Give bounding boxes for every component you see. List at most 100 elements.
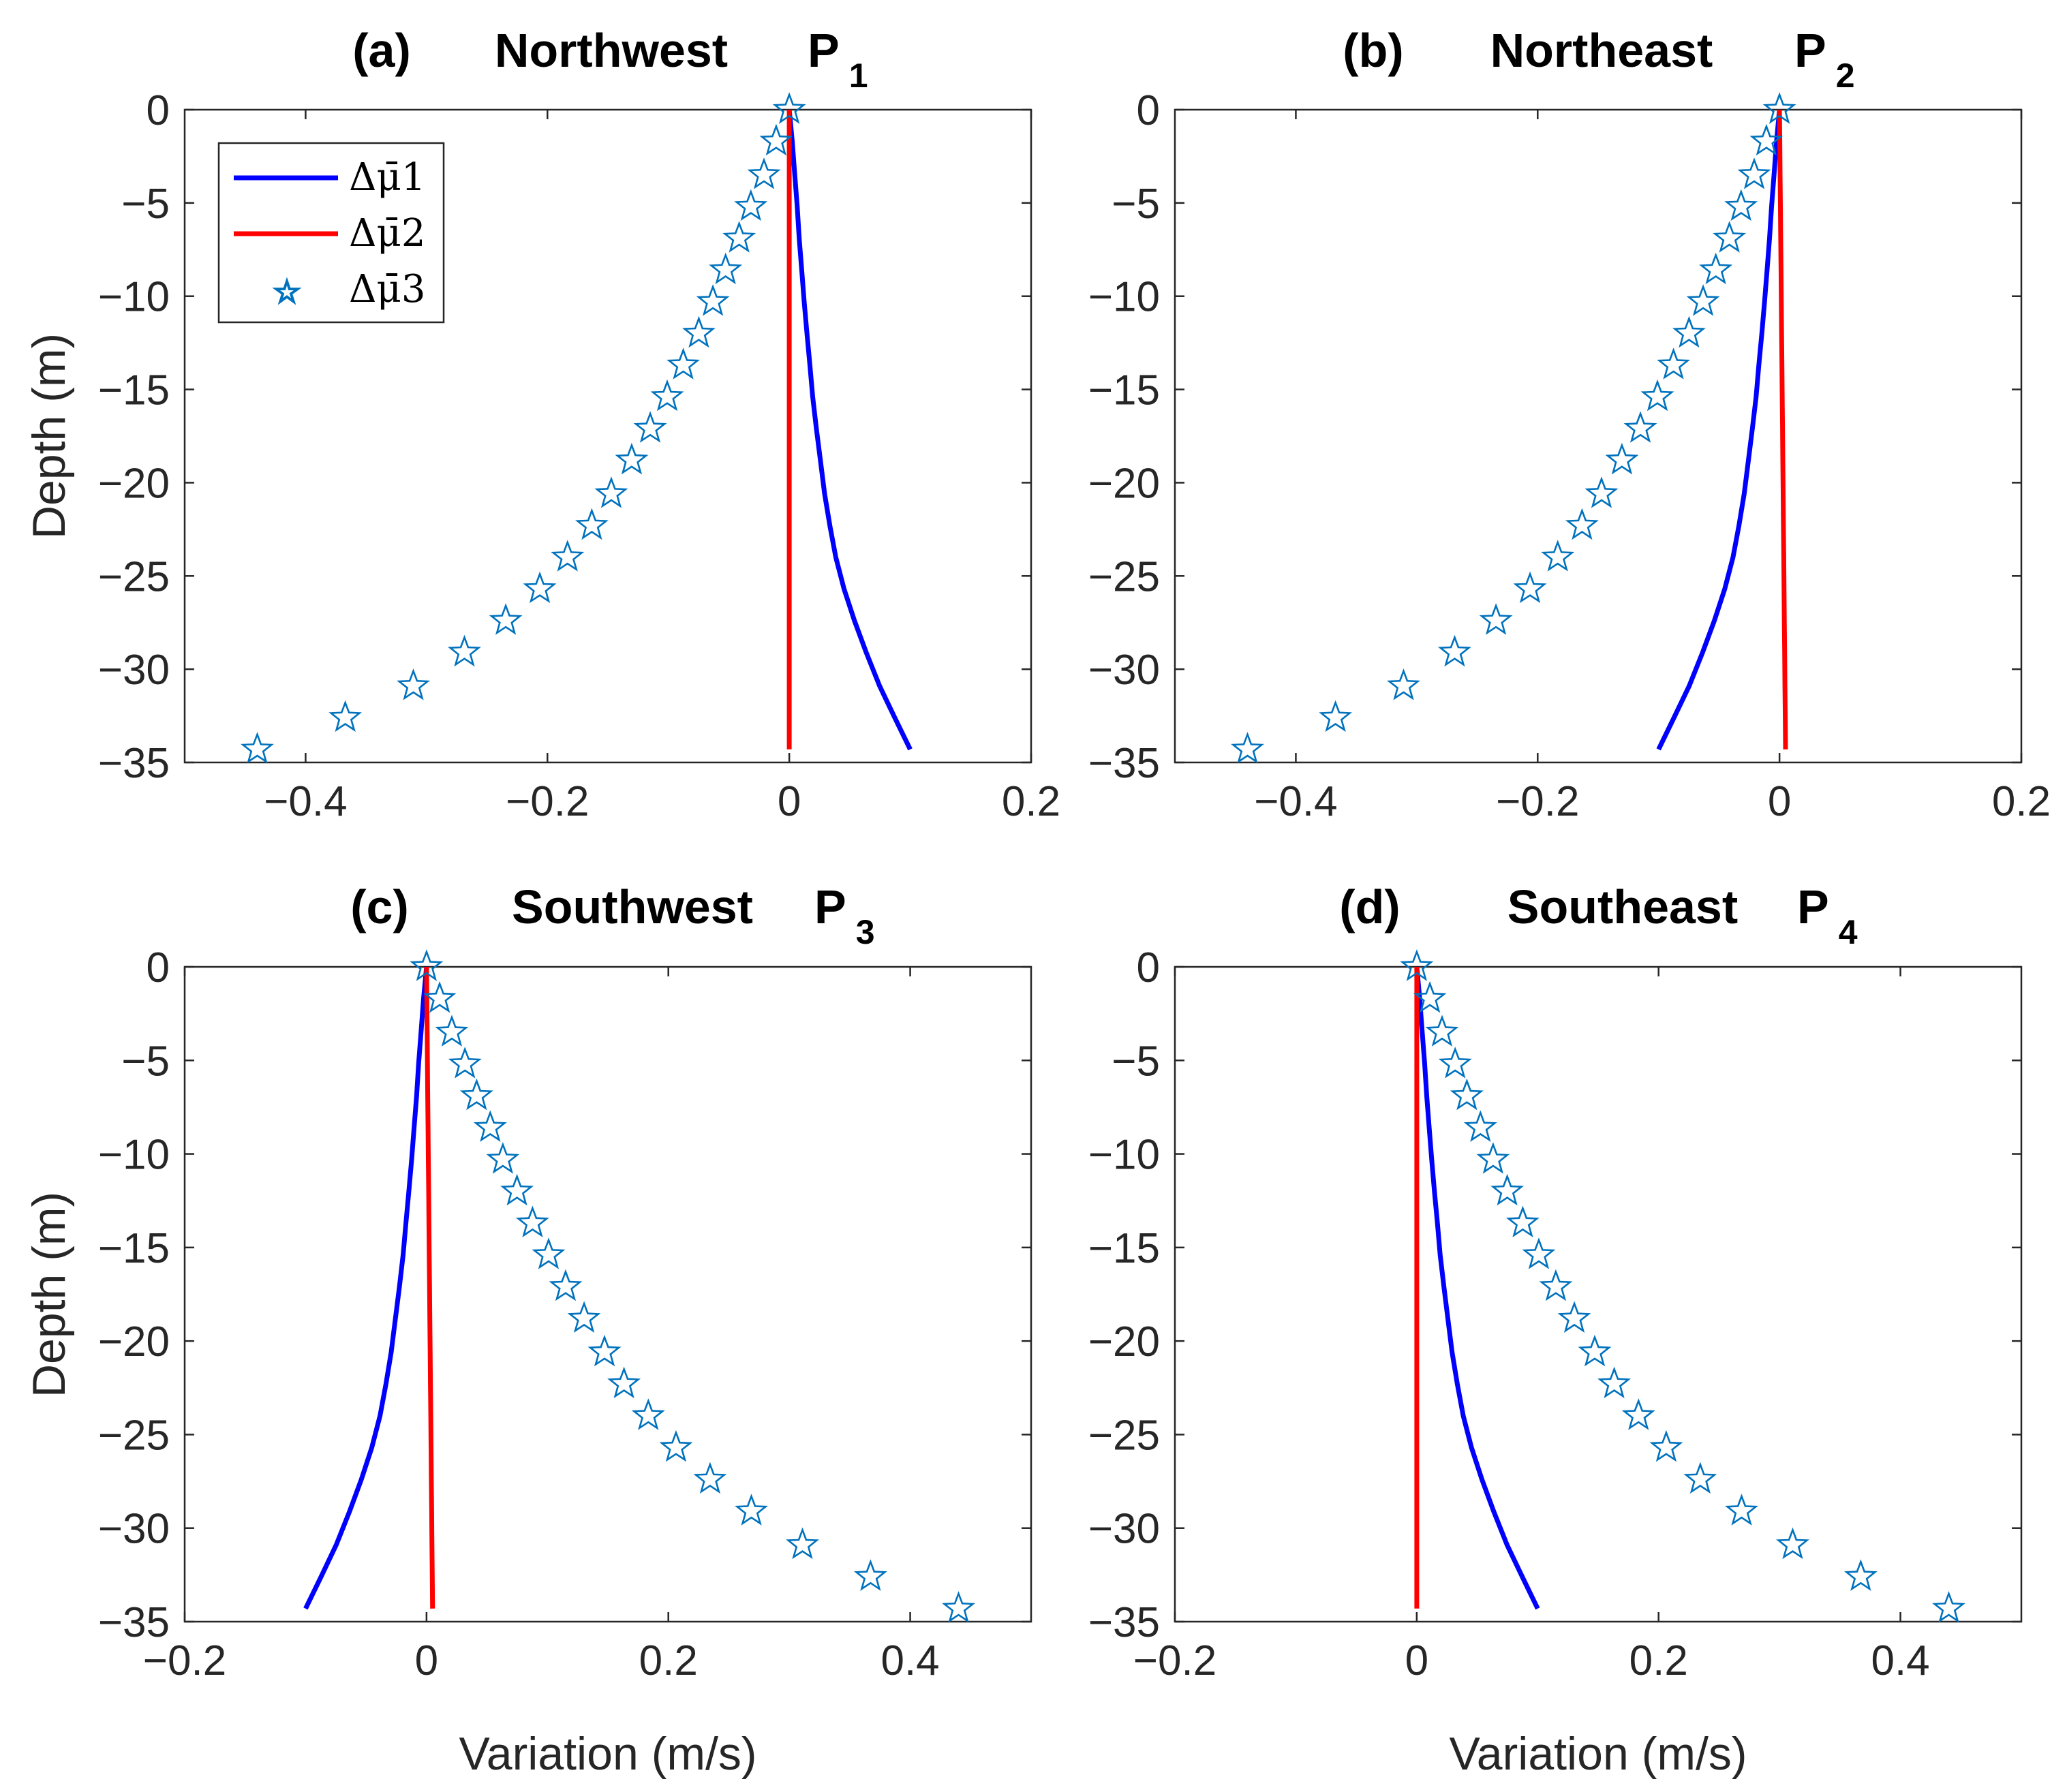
y-tick-label: −25 — [98, 1412, 170, 1459]
y-tick-group: 0 −5 −10 −15 −20 −25 −30 −35 — [1088, 944, 2021, 1646]
series-mu3-marker — [1476, 1142, 1510, 1174]
y-tick-label: −35 — [98, 1599, 170, 1646]
panel-label: (c) — [350, 880, 409, 933]
series-mu3-marker — [1621, 1398, 1655, 1430]
series-mu3-marker — [1713, 221, 1747, 253]
x-tick-group: −0.4 −0.2 0 0.2 — [1254, 110, 2051, 825]
series-mu3-marker — [240, 732, 274, 764]
series-mu3-marker — [1319, 700, 1353, 732]
y-tick-label: −10 — [1088, 274, 1160, 321]
series-mu3-marker — [1672, 315, 1706, 348]
x-tick-label: −0.2 — [506, 778, 589, 825]
panel-label: (a) — [352, 24, 411, 77]
series-mu3-marker — [448, 1047, 482, 1079]
series-mu3-marker — [1541, 540, 1575, 572]
series-mu3-marker — [1737, 157, 1771, 189]
series-mu3-marker — [1387, 668, 1420, 700]
x-tick-label: 0.2 — [1992, 778, 2051, 825]
legend-label-mu1: Δμ̄1 — [349, 155, 425, 200]
series-mu3-marker — [607, 1366, 641, 1399]
series-mu3-marker — [423, 981, 457, 1013]
series-mu3-marker — [1400, 949, 1434, 981]
y-tick-label: −5 — [121, 181, 170, 228]
y-tick-label: −30 — [1088, 647, 1160, 694]
y-tick-label: −5 — [1112, 1038, 1160, 1085]
legend-label-mu3: Δμ̄3 — [349, 267, 425, 311]
series-mu1-line — [303, 966, 429, 1610]
series-mu3-marker — [1505, 1205, 1540, 1238]
series-mu3-marker — [1450, 1078, 1484, 1111]
series-mu3-marker — [1640, 379, 1674, 412]
y-tick-label: −35 — [1088, 740, 1160, 787]
point-subscript: 4 — [1839, 913, 1858, 951]
series-mu3-marker — [549, 1269, 583, 1301]
series-mu3-marker — [1479, 603, 1513, 635]
y-tick-label: −15 — [1088, 367, 1160, 414]
x-tick-label: 0.4 — [1871, 1637, 1929, 1684]
y-tick-label: −30 — [98, 1506, 170, 1553]
y-tick-label: −30 — [1088, 1506, 1160, 1553]
panel-title: Southwest — [512, 880, 753, 933]
series-mu1-line — [1656, 109, 1782, 751]
x-tick-label: 0 — [778, 778, 801, 825]
series-mu3-marker — [1513, 571, 1547, 604]
series-mu3-marker — [410, 949, 444, 981]
axes-box — [1174, 108, 2023, 764]
y-tick-label: −35 — [1088, 1599, 1160, 1646]
y-tick-label: −10 — [1088, 1132, 1160, 1179]
series-mu3-marker — [1463, 1110, 1497, 1142]
series-group — [240, 92, 913, 764]
y-tick-label: −20 — [1088, 460, 1160, 507]
series-mu3-marker — [459, 1078, 493, 1111]
y-tick-group: 0 −5 −10 −15 −20 −25 −30 −35 — [98, 87, 1031, 787]
series-mu3-marker — [631, 1398, 665, 1430]
y-tick-label: −15 — [1088, 1225, 1160, 1272]
legend: ☆ Δμ̄1 Δμ̄2 Δμ̄3 — [217, 142, 445, 324]
series-mu3-marker — [435, 1015, 469, 1047]
series-mu3-marker — [786, 1527, 819, 1560]
point-subscript: 2 — [1836, 57, 1855, 95]
y-tick-group: 0 −5 −10 −15 −20 −25 −30 −35 — [1088, 87, 2021, 787]
series-mu3-marker — [1776, 1527, 1809, 1560]
point-subscript: 3 — [856, 913, 875, 951]
panel-a: −0.4 −0.2 0 0.2 0 −5 −10 −15 −20 −25 −30 −35 (a) N… — [23, 24, 1060, 825]
series-mu3-marker — [1932, 1591, 1966, 1623]
x-axis-label: Variation (m/s) — [459, 1728, 756, 1780]
series-mu3-marker — [1657, 347, 1691, 380]
series-mu3-marker — [1683, 1462, 1717, 1494]
panel-title: Southeast — [1507, 880, 1738, 933]
series-mu3-marker — [1490, 1173, 1525, 1206]
axes-box — [1174, 965, 2023, 1623]
panel-label: (b) — [1343, 24, 1403, 77]
series-mu3-marker — [693, 1462, 727, 1494]
x-tick-label: 0.4 — [881, 1637, 939, 1684]
series-mu3-marker — [696, 284, 730, 316]
point-letter: P — [1797, 880, 1829, 933]
point-letter: P — [1794, 24, 1826, 77]
panel-title: Northwest — [495, 24, 728, 77]
y-tick-label: −10 — [98, 1132, 170, 1179]
series-mu3-marker — [328, 700, 363, 732]
series-mu3-marker — [551, 540, 585, 572]
panel-c: −0.2 0 0.2 0.4 0 −5 −10 −15 −20 −25 −30 −35 (c) So… — [23, 880, 1032, 1780]
series-mu3-marker — [397, 668, 430, 700]
y-tick-label: 0 — [147, 944, 170, 991]
series-group — [1400, 949, 1966, 1623]
y-tick-label: −20 — [98, 1318, 170, 1365]
x-tick-label: 0 — [1768, 778, 1791, 825]
y-tick-label: −5 — [121, 1038, 170, 1085]
series-mu3-marker — [735, 1494, 769, 1526]
y-tick-label: −20 — [1088, 1318, 1160, 1365]
series-mu3-marker — [682, 315, 716, 348]
series-mu3-marker — [709, 252, 743, 285]
x-tick-group: −0.2 0 0.2 0.4 — [143, 967, 940, 1684]
series-mu3-marker — [633, 411, 667, 443]
point-letter: P — [808, 24, 840, 77]
x-tick-label: 0.2 — [1629, 1637, 1688, 1684]
x-tick-label: −0.2 — [143, 1637, 226, 1684]
y-tick-label: −25 — [1088, 553, 1160, 600]
x-tick-group: −0.4 −0.2 0 0.2 — [264, 110, 1060, 825]
series-mu3-marker — [447, 634, 481, 667]
y-tick-group: 0 −5 −10 −15 −20 −25 −30 −35 — [98, 944, 1031, 1646]
